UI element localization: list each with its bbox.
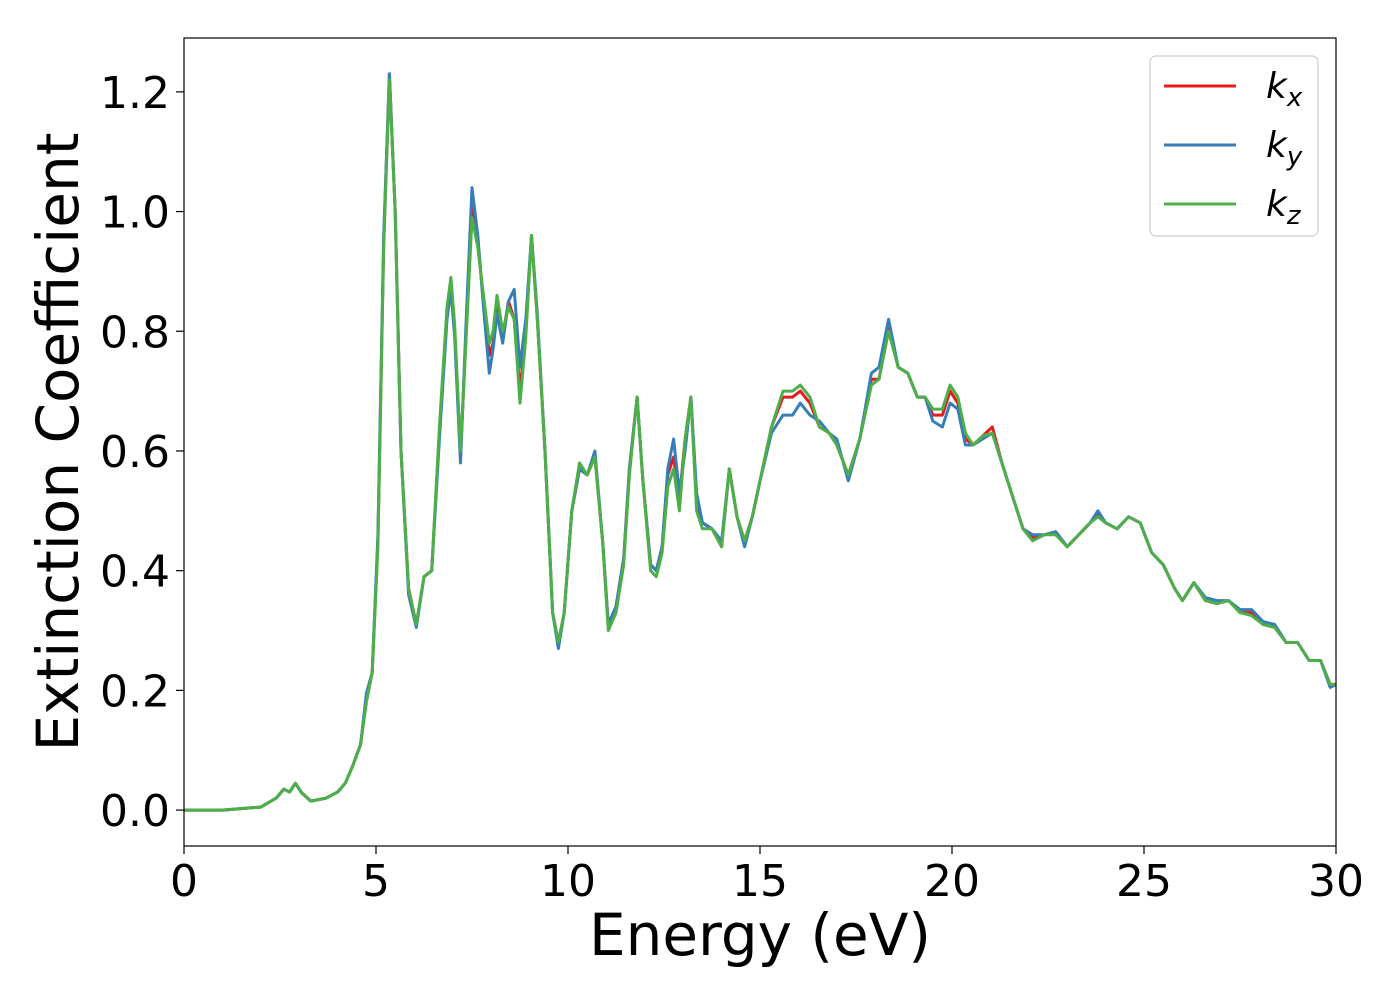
legend-label-kx: kx <box>1266 66 1303 113</box>
x-tick-label: 15 <box>732 856 788 907</box>
legend-label-subscript: z <box>1286 201 1302 231</box>
y-axis: 0.0 0.2 0.4 0.6 0.8 1.0 1.2 <box>100 68 184 837</box>
x-axis-label: Energy (eV) <box>589 901 931 969</box>
legend-label-main: k <box>1266 66 1289 107</box>
legend-label-ky: ky <box>1266 125 1303 172</box>
y-tick-label: 0.8 <box>100 307 170 358</box>
x-tick-label: 0 <box>170 856 198 907</box>
y-tick-label: 1.2 <box>100 68 170 119</box>
series-line-kz <box>184 78 1336 812</box>
legend-label-kz: kz <box>1266 184 1302 231</box>
legend-label-subscript: y <box>1286 142 1303 172</box>
y-tick-label: 0.2 <box>100 666 170 717</box>
legend-label-main: k <box>1266 184 1289 225</box>
y-axis-label: Extinction Coefficient <box>24 133 92 752</box>
y-tick-label: 0.6 <box>100 427 170 478</box>
legend-label-main: k <box>1266 125 1289 166</box>
y-tick-label: 0.0 <box>100 786 170 837</box>
x-tick-label: 10 <box>540 856 596 907</box>
x-axis: 0 5 10 15 20 25 30 <box>170 846 1364 907</box>
x-tick-label: 5 <box>362 856 390 907</box>
legend-label-subscript: x <box>1286 83 1303 113</box>
series-layer <box>184 72 1336 812</box>
y-tick-label: 0.4 <box>100 547 170 598</box>
x-tick-label: 25 <box>1116 856 1172 907</box>
x-tick-label: 20 <box>924 856 980 907</box>
x-tick-label: 30 <box>1308 856 1364 907</box>
y-tick-label: 1.0 <box>100 188 170 239</box>
